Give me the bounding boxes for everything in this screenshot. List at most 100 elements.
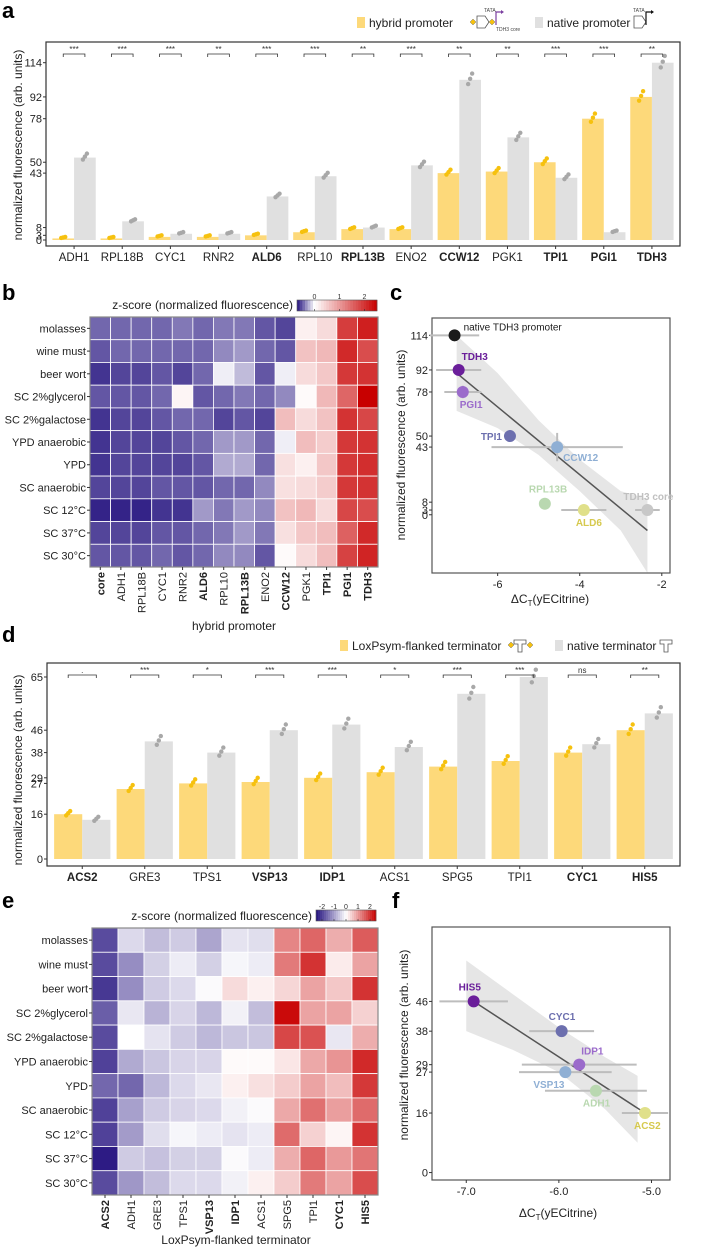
y-axis-label-a: normalized fluorescence (arb. units) — [11, 50, 25, 241]
column-label: CCW12 — [280, 572, 292, 611]
significance-label: ** — [456, 45, 462, 54]
x-tick-label: -7.0 — [457, 1186, 476, 1198]
replicate-point — [505, 754, 510, 759]
bar-native-promoter — [266, 196, 289, 240]
heatmap-cell — [192, 316, 214, 341]
heatmap-cell — [325, 1121, 353, 1147]
x-tick-label: PGK1 — [492, 252, 523, 264]
replicate-point — [448, 167, 453, 172]
native-promoter-icon: TATA — [633, 8, 654, 29]
heatmap-cell — [325, 1146, 353, 1172]
svg-text:TATA: TATA — [484, 8, 496, 14]
heatmap-cell — [213, 475, 235, 500]
bar-native-promoter — [218, 233, 241, 240]
panel-letter-a: a — [2, 0, 15, 23]
y-tick-label: 50 — [416, 431, 428, 443]
replicate-point — [154, 742, 160, 747]
heatmap-cell — [89, 430, 111, 454]
heatmap-cell — [169, 976, 197, 1002]
heatmap-cell — [169, 951, 197, 977]
column-label: RPL18B — [136, 572, 148, 613]
heatmap-cell — [221, 1097, 249, 1123]
heatmap-cell — [213, 452, 235, 477]
data-point — [456, 385, 469, 398]
heatmap-cell — [336, 452, 358, 477]
panel-letter-b: b — [2, 280, 15, 305]
heatmap-cell — [89, 521, 111, 545]
heatmap-cell — [295, 430, 317, 454]
heatmap-cell — [357, 316, 379, 341]
data-point — [555, 1025, 568, 1038]
replicate-point — [501, 761, 506, 766]
heatmap-cell — [91, 1000, 119, 1026]
data-point — [467, 995, 480, 1008]
heatmap-cell — [130, 362, 153, 386]
legend-gradient-step — [366, 300, 370, 311]
bar-hybrid-promoter — [630, 96, 652, 240]
row-label: wine must — [37, 959, 88, 971]
bar-hybrid-promoter — [293, 232, 315, 240]
heatmap-cell — [295, 316, 317, 341]
heatmap-cell — [169, 927, 197, 953]
heatmap-cell — [325, 1000, 353, 1026]
significance-label: *** — [599, 45, 608, 54]
heatmap-cell — [195, 976, 223, 1002]
bar-native-terminator — [207, 752, 236, 859]
y-axis-label-f: normalized fluorescence (arb. units) — [397, 950, 411, 1141]
replicate-point — [588, 119, 594, 124]
significance-label: *** — [262, 45, 271, 54]
heatmap-cell — [274, 384, 297, 409]
y-tick-label: 114 — [24, 58, 42, 70]
heatmap-cell — [195, 1170, 223, 1196]
significance-bracket — [67, 674, 97, 678]
legend-swatch-hybrid — [357, 17, 365, 28]
replicate-point — [159, 233, 164, 238]
replicate-point — [442, 759, 448, 765]
replicate-point — [188, 783, 194, 788]
x-tick-label: HIS5 — [632, 872, 658, 884]
y-tick-label: 8 — [422, 497, 428, 509]
legend-d: LoxPsym-flanked terminator native termin… — [340, 639, 673, 653]
heatmap-cell — [254, 498, 276, 522]
legend-gradient-step — [331, 300, 335, 311]
heatmap-cell — [221, 976, 249, 1002]
heatmap-cell — [171, 543, 194, 568]
heatmap-cell — [195, 1097, 223, 1123]
row-label: SC anaerobic — [21, 1105, 88, 1117]
replicate-point — [221, 745, 226, 750]
y-tick-label: 46 — [416, 996, 428, 1008]
heatmap-cell — [143, 1121, 171, 1147]
heatmap-cell — [195, 1048, 223, 1075]
legend-gradient-step — [348, 910, 351, 921]
heatmap-cell — [151, 521, 173, 545]
heatmap-cell — [221, 951, 249, 977]
heatmap-cell — [351, 1170, 379, 1196]
heatmap-cell — [247, 976, 275, 1002]
point-label: ALD6 — [576, 518, 603, 529]
heatmap-cell — [357, 407, 379, 432]
data-point — [638, 1107, 651, 1120]
legend-gradient-step — [368, 910, 371, 921]
heatmap-cell — [325, 927, 353, 953]
replicate-point — [63, 234, 68, 240]
legend-gradient-step — [372, 910, 375, 921]
replicate-point — [640, 88, 646, 94]
heatmap-cell — [299, 1048, 327, 1075]
heatmap-cell — [357, 362, 379, 386]
column-label: core — [95, 572, 107, 595]
legend-gradient-step — [318, 300, 322, 311]
significance-bracket — [110, 53, 134, 57]
bar-native-promoter — [411, 165, 433, 240]
heatmap-cell — [117, 1000, 145, 1026]
heatmap-cell — [117, 1048, 145, 1075]
significance-label: *** — [551, 45, 560, 54]
heatmap-cell — [254, 452, 276, 477]
point-label: TDH3 — [462, 352, 489, 363]
replicate-point — [158, 733, 164, 739]
heatmap-cell — [195, 1024, 223, 1050]
replicate-point — [592, 745, 597, 750]
heatmap-cell — [247, 1146, 275, 1172]
legend-gradient-step — [354, 910, 357, 921]
bar-loxpsym-flanked-terminator — [554, 752, 583, 859]
bar-hybrid-promoter — [341, 229, 363, 240]
